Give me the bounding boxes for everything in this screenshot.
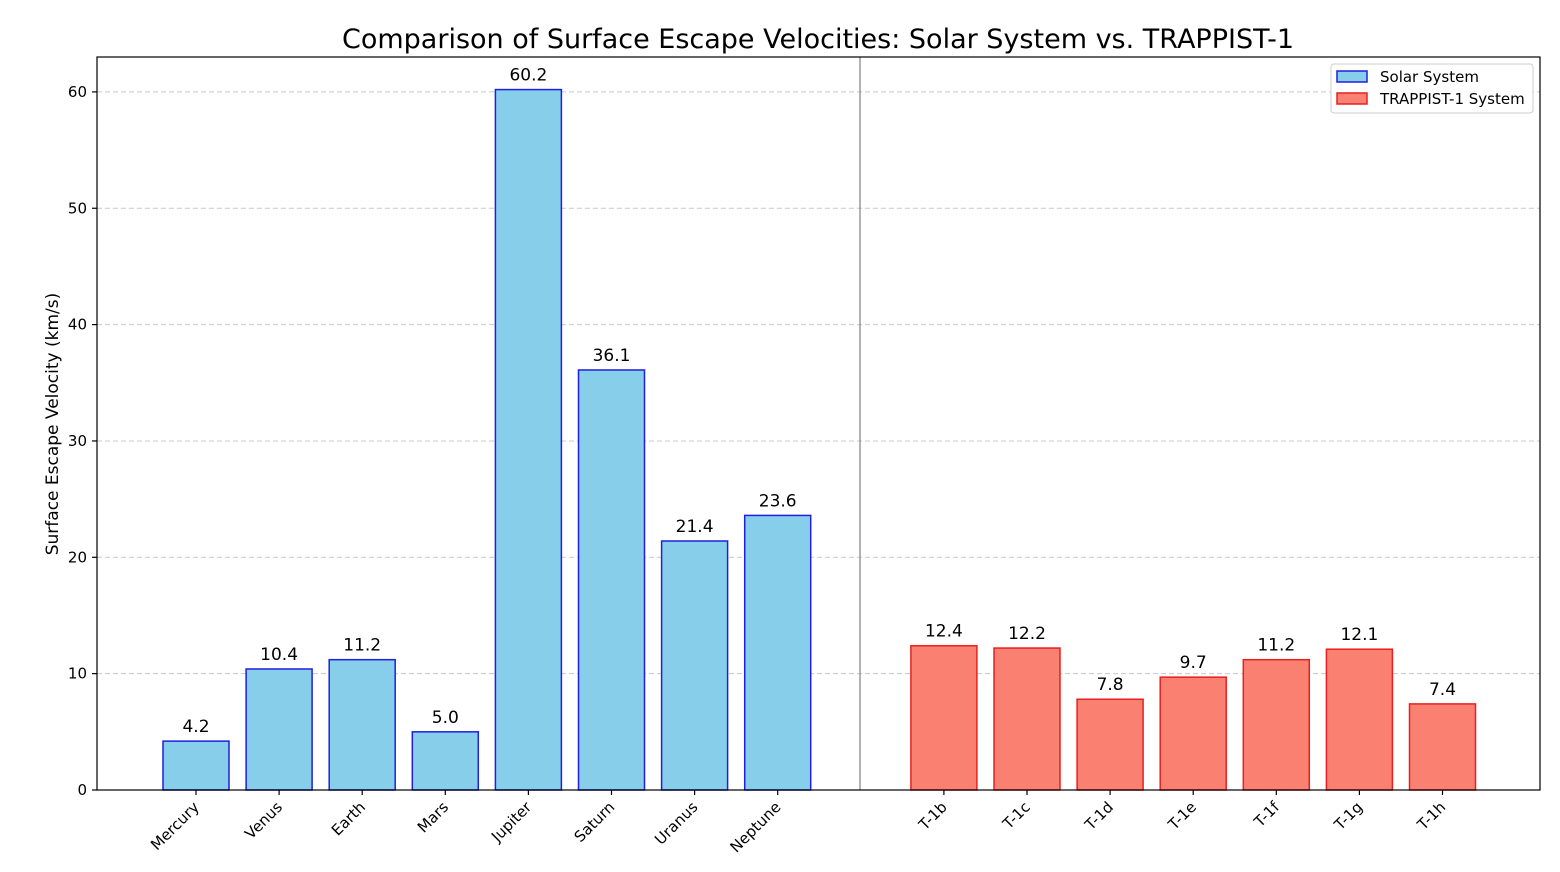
y-tick-label: 40 <box>68 316 87 334</box>
bar-t-1d <box>1076 698 1144 791</box>
bar-mars <box>411 731 480 791</box>
chart-title: Comparison of Surface Escape Velocities:… <box>342 24 1294 55</box>
data-label-neptune: 23.6 <box>759 491 797 511</box>
x-tick-label-uranus: Uranus <box>651 798 701 848</box>
x-tick-label-mars: Mars <box>414 798 452 836</box>
data-label-saturn: 36.1 <box>593 346 631 366</box>
data-label-mercury: 4.2 <box>182 717 209 737</box>
y-tick-label: 30 <box>68 432 87 450</box>
data-label-jupiter: 60.2 <box>509 66 547 86</box>
x-tick-label-t-1c: T-1c <box>998 798 1033 833</box>
y-axis-label: Surface Escape Velocity (km/s) <box>43 293 63 556</box>
y-tick-label: 60 <box>68 83 87 101</box>
bar-t-1b <box>910 644 978 791</box>
bar-t-1g <box>1325 648 1394 791</box>
x-axis: Mercury Venus Earth Mars Jupiter Saturn Uranus… <box>147 790 1449 856</box>
legend-label-solar-system: Solar System <box>1380 68 1479 86</box>
y-tick-label: 10 <box>68 665 87 683</box>
bar-venus <box>245 668 313 791</box>
bars <box>162 88 1477 791</box>
bar-t-1c <box>993 647 1061 791</box>
x-tick-label-jupiter: Jupiter <box>487 798 536 847</box>
y-tick-label: 50 <box>68 199 87 217</box>
x-tick-label-t-1f: T-1f <box>1250 798 1284 832</box>
x-tick-label-neptune: Neptune <box>726 798 784 856</box>
data-label-earth: 11.2 <box>343 636 381 656</box>
bar-neptune <box>743 514 812 791</box>
data-label-t-1d: 7.8 <box>1097 675 1124 695</box>
x-tick-label-venus: Venus <box>241 798 286 843</box>
data-label-t-1g: 12.1 <box>1340 625 1378 645</box>
data-label-t-1b: 12.4 <box>925 622 963 642</box>
data-label-mars: 5.0 <box>432 708 459 728</box>
x-tick-label-t-1b: T-1b <box>914 798 950 834</box>
y-axis: 0 10 20 30 40 50 60 <box>68 83 97 799</box>
bar-jupiter <box>494 88 563 791</box>
legend-swatch-trappist-1-system <box>1336 92 1368 105</box>
bar-t-1e <box>1159 676 1227 791</box>
x-tick-label-saturn: Saturn <box>571 798 619 846</box>
y-tick-label: 20 <box>68 548 87 566</box>
legend-box <box>1330 63 1534 114</box>
data-label-t-1h: 7.4 <box>1429 680 1456 700</box>
legend-label-trappist-1-system: TRAPPIST-1 System <box>1379 90 1525 108</box>
bar-t-1f <box>1242 658 1311 791</box>
bar-t-1h <box>1408 703 1477 791</box>
legend-swatch-solar-system <box>1336 70 1368 83</box>
y-tick-label: 0 <box>77 781 87 799</box>
x-tick-label-mercury: Mercury <box>147 798 203 854</box>
x-tick-label-t-1e: T-1e <box>1164 798 1200 834</box>
bar-mercury <box>162 740 230 791</box>
x-tick-label-t-1h: T-1h <box>1413 798 1449 834</box>
x-tick-label-t-1d: T-1d <box>1081 798 1117 834</box>
bar-uranus <box>660 540 729 791</box>
bar-earth <box>328 658 396 791</box>
x-tick-label-earth: Earth <box>328 798 369 839</box>
data-label-t-1c: 12.2 <box>1008 624 1046 644</box>
data-label-venus: 10.4 <box>260 645 298 665</box>
plot-frame <box>96 56 1541 791</box>
grid-lines <box>97 91 1540 675</box>
legend: Solar System TRAPPIST-1 System <box>1330 63 1534 114</box>
data-label-t-1f: 11.2 <box>1257 636 1295 656</box>
bar-saturn <box>577 369 646 791</box>
data-labels: 4.2 10.4 11.2 5.0 60.2 36.1 21.4 23.6 12.4 12.2 7.… <box>182 66 1456 738</box>
data-label-t-1e: 9.7 <box>1180 653 1207 673</box>
data-label-uranus: 21.4 <box>676 517 714 537</box>
x-tick-label-t-1g: T-1g <box>1330 798 1366 834</box>
